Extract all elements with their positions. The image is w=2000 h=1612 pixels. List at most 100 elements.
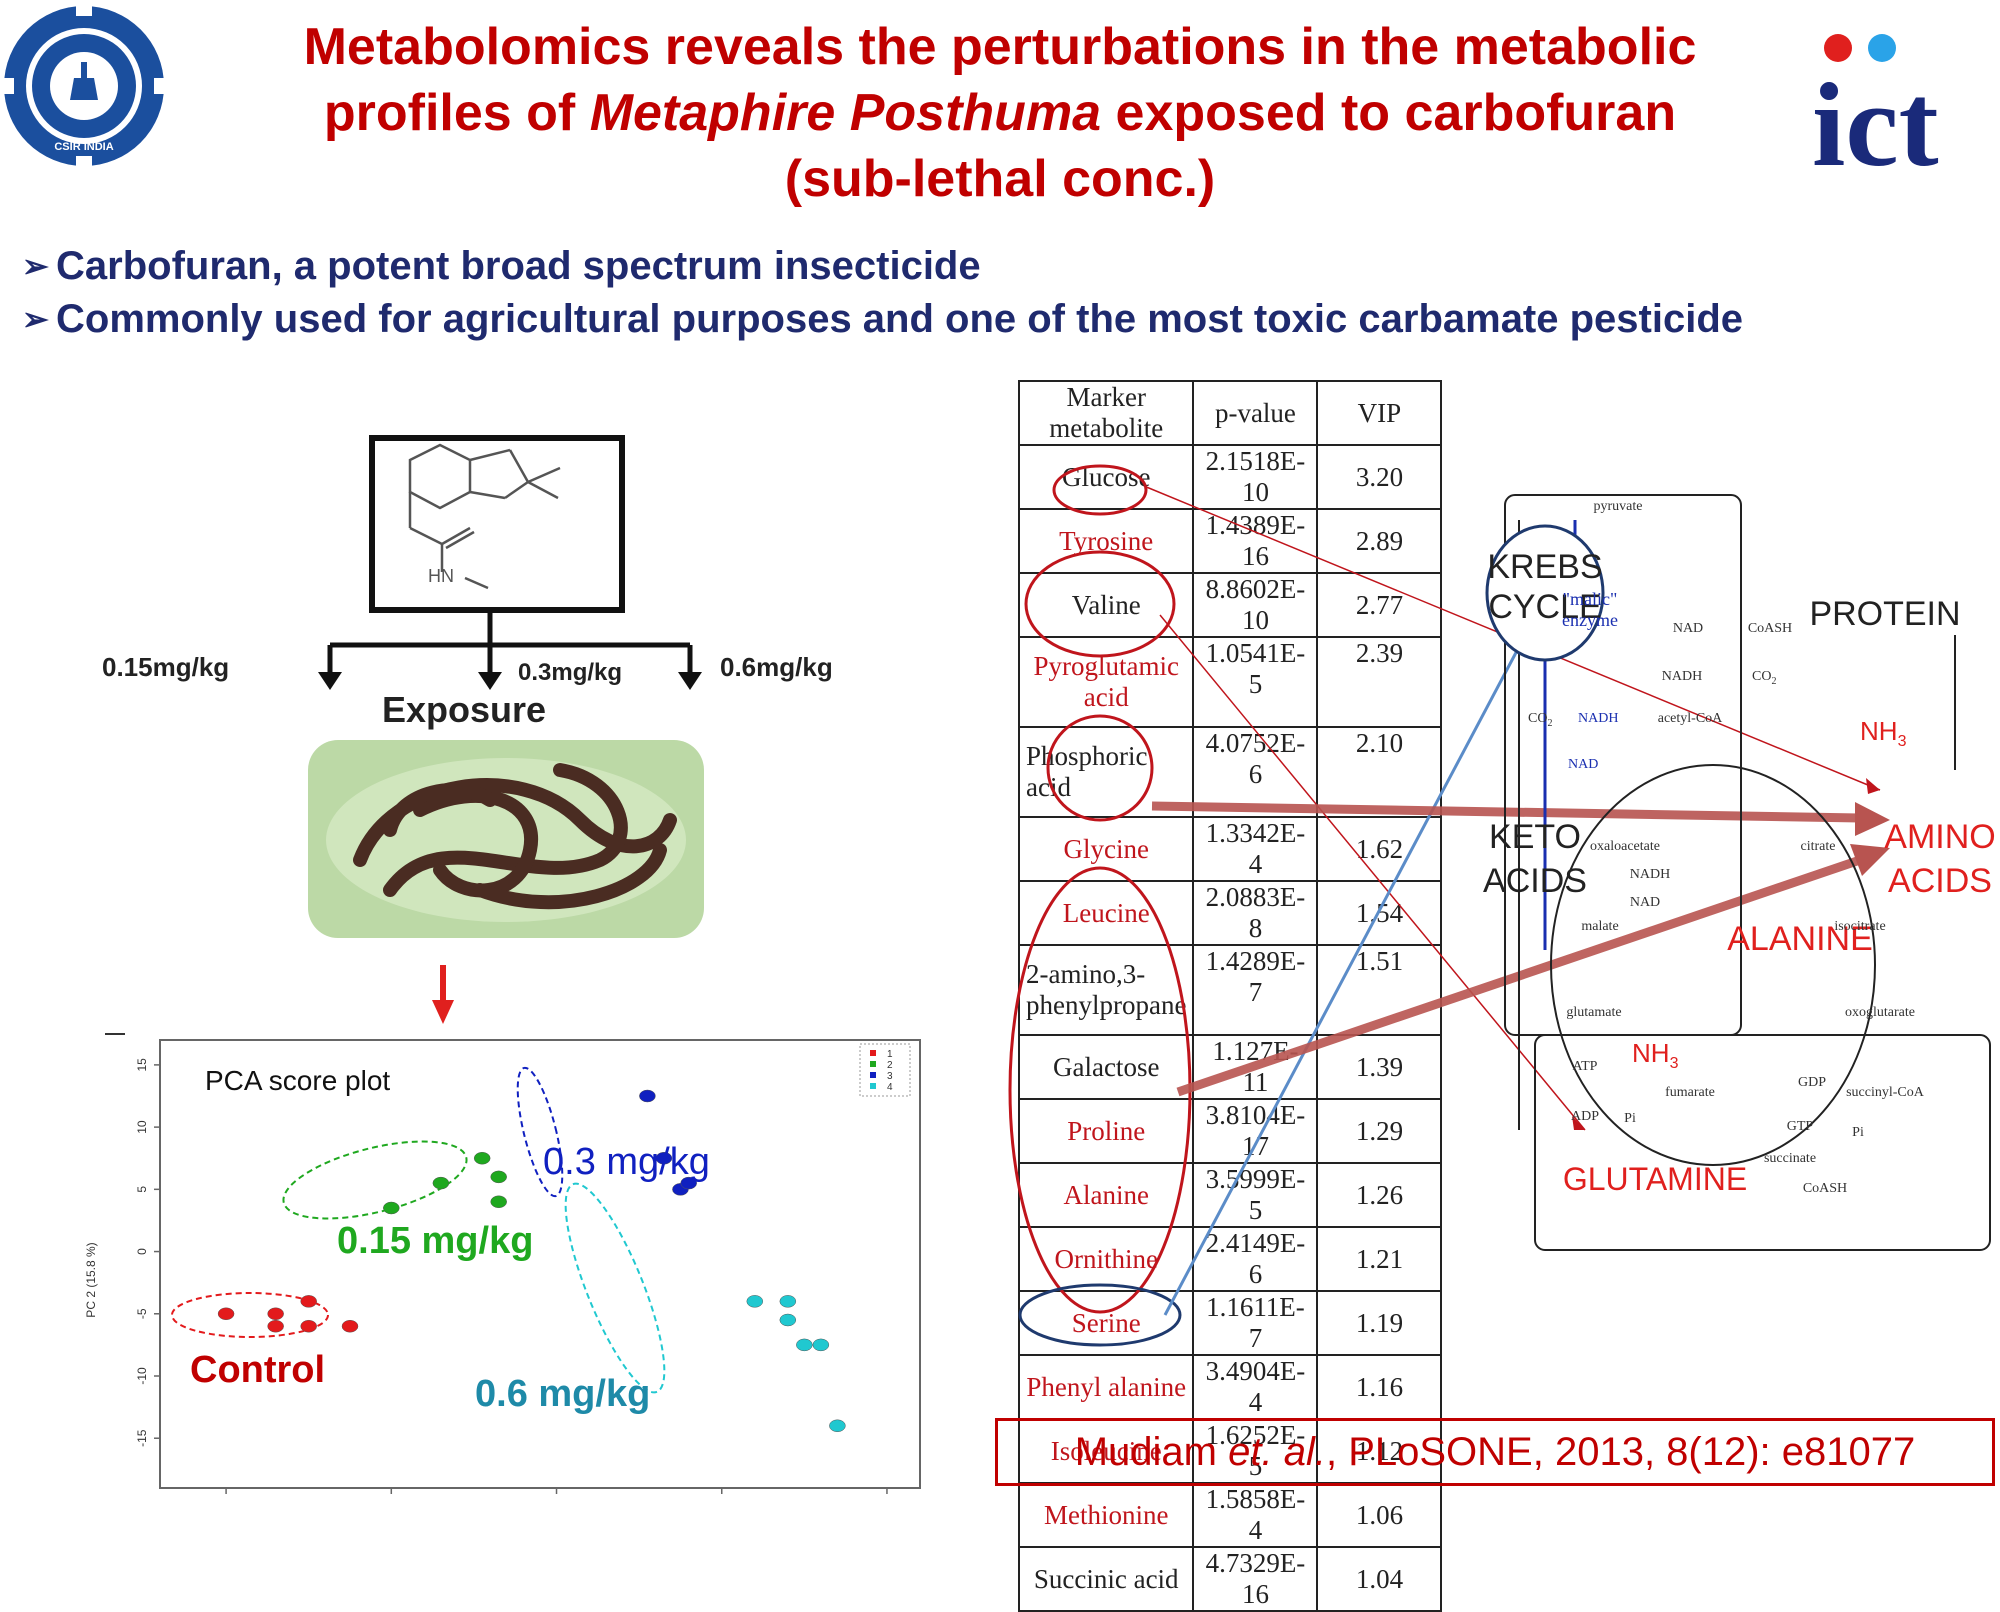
pi-label: Pi [1624,1111,1636,1126]
arrow-down-icon [318,672,342,690]
arrow-down-icon [678,672,702,690]
arrow-down-icon [478,672,502,690]
keto-label: KETO [1489,818,1581,856]
krebs-label: KREBS [1487,548,1602,586]
adp-label: ADP [1571,1109,1599,1124]
pca-point-g03 [680,1176,697,1190]
isocitrate-label: isocitrate [1834,919,1885,934]
table-row: Ornithine 2.4149E-6 1.21 [1017,1226,1443,1292]
legend-label: 3 [887,1071,893,1082]
table-row: Leucine 2.0883E-8 1.54 [1017,880,1443,946]
co2-label-left: CO2 [1528,711,1552,729]
circle-glycine-leucine [1046,714,1154,822]
structure-label: HN [428,566,454,586]
circle-succinic [1018,1283,1182,1347]
exposure-schematic: HN 0.15mg/kg 0.3mg/kg 0.6mg/kg Exposure [102,435,833,1024]
y-tick-label: 0 [135,1248,149,1255]
bullet-list: ➢ Carbofuran, a potent broad spectrum ins… [22,240,1743,346]
gdp-label: GDP [1798,1075,1826,1090]
dose-label-06: 0.6mg/kg [720,652,833,682]
table-header-row: Marker metabolite p-value VIP [1017,380,1443,446]
pyruvate-label: pyruvate [1594,499,1643,514]
enzyme-label: enzyme [1562,610,1618,630]
thick-arrowhead-icon [1850,844,1890,876]
protein-label: PROTEIN [1809,595,1960,633]
nadh-label: NADH [1662,669,1702,684]
oxaloacetate-label: oxaloacetate [1590,839,1660,854]
bullet-item: ➢ Carbofuran, a potent broad spectrum ins… [22,240,1743,293]
pca-point-g06 [829,1419,846,1433]
pca-y-axis-label: PC 2 (15.8 %) [84,1242,98,1317]
legend-label: 2 [887,1060,893,1071]
group-label-06: 0.6 mg/kg [475,1373,650,1415]
co2-label: CO2 [1752,669,1776,687]
pca-point-g06 [779,1313,797,1327]
oxoglutarate-label: oxoglutarate [1845,1005,1915,1020]
pca-point-g015 [490,1195,507,1209]
amino-label: AMINO [1884,818,1995,856]
keto-acids-label: ACIDS [1483,862,1587,900]
y-tick-label: -10 [135,1367,149,1385]
dose-label-03: 0.3mg/kg [518,659,622,686]
citation-etal: et. al. [1228,1430,1326,1474]
glutamine-label: GLUTAMINE [1563,1161,1747,1197]
nad-label: NAD [1673,621,1703,636]
pca-point-g06 [812,1338,830,1352]
coash-label: CoASH [1748,621,1792,636]
csir-logo: CSIR INDIA [0,2,168,170]
legend-swatch [870,1083,876,1089]
pca-point-g015 [383,1201,400,1215]
table-row: 2-amino,3-phenylpropane 1.4289E-7 1.51 [1017,944,1443,1036]
coash-label-bottom: CoASH [1803,1181,1847,1196]
ellipse-015 [282,1140,468,1220]
ict-logo: ict [1812,34,1939,175]
table-row: Isoleucine 1.6252E-5 1.12 [1017,1418,1443,1484]
carbofuran-structure [408,443,561,590]
glutamate-label: glutamate [1566,1005,1621,1020]
malic-label: "malic" [1563,589,1618,609]
malate-label: malate [1581,919,1618,934]
pca-point-control [267,1307,284,1321]
acetylcoa-label: acetyl-CoA [1658,711,1723,726]
circle-tyrosine [1052,464,1148,516]
y-tick-label: 10 [135,1120,149,1134]
citrate-label: citrate [1801,839,1836,854]
title-line-3: (sub-lethal conc.) [784,150,1216,208]
pca-point-g015 [490,1170,507,1184]
pca-score-plot: PCA score plot PC 2 (15.8 %) -20-1001020… [84,1033,921,1500]
arrowhead-icon [1572,1116,1585,1130]
table-row: Proline 3.8104E-17 1.29 [1017,1098,1443,1164]
pca-legend [859,1043,911,1097]
table-row: Succinic acid 4.7329E-16 1.04 [1017,1546,1443,1612]
succinylcoa-label: succinyl-CoA [1846,1085,1925,1100]
pca-plot-frame [159,1039,921,1489]
dose-label-015: 0.15mg/kg [102,652,229,682]
legend-label: 1 [887,1049,893,1060]
table-row: Glucose 2.1518E-10 3.20 [1017,444,1443,510]
krebs-cycle-bubble [1485,524,1605,662]
group-label-03: 0.3 mg/kg [543,1141,710,1183]
pca-point-control [300,1319,317,1333]
csir-logo-text: CSIR INDIA [54,141,113,153]
table-row: Galactose 1.127E-11 1.39 [1017,1034,1443,1100]
y-tick-label: -15 [135,1429,149,1447]
pca-point-g06 [779,1295,797,1308]
y-tick-label: -5 [135,1308,149,1319]
legend-swatch [870,1050,876,1056]
pi-label-right: Pi [1852,1125,1864,1140]
ict-logo-text: ict [1812,58,1939,175]
red-arrow-down-icon [432,1000,454,1024]
ellipse-03 [516,1066,564,1198]
pca-point-g03 [655,1151,673,1165]
legend-swatch [870,1072,876,1078]
title-line-2: profiles of Metaphire Posthuma exposed t… [323,84,1677,142]
metabolic-pathway-diagram: KREBS CYCLE PROTEIN KETO ACIDS AMINO ACI… [1008,464,1996,1347]
nh3-label-bottom: NH3 [1632,1038,1679,1072]
thick-arrowhead-icon [1855,802,1890,836]
header-pvalue: p-value [1192,380,1319,446]
table-row: Methionine 1.5858E-4 1.06 [1017,1482,1443,1548]
legend-swatch [870,1061,876,1067]
pca-title: PCA score plot [205,1065,390,1096]
arrow-bullet-icon: ➢ [22,248,49,284]
nad-label-mid: NAD [1630,895,1660,910]
